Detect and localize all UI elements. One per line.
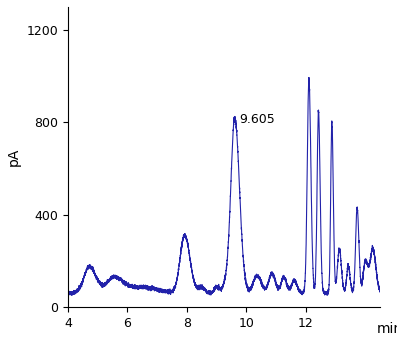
X-axis label: min: min xyxy=(377,322,397,336)
Text: 9.605: 9.605 xyxy=(239,114,275,127)
Y-axis label: pA: pA xyxy=(7,148,21,166)
